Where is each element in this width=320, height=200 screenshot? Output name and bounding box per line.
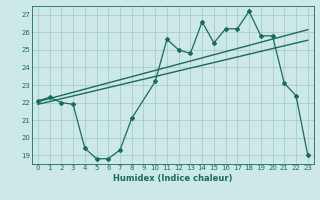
X-axis label: Humidex (Indice chaleur): Humidex (Indice chaleur) [113,174,233,183]
